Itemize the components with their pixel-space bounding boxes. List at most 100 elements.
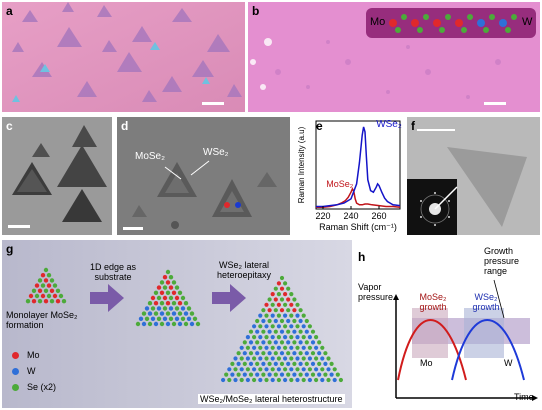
tem-image-f bbox=[407, 117, 540, 235]
se-atom bbox=[153, 311, 159, 316]
se-atom bbox=[261, 351, 266, 356]
se-atom bbox=[258, 367, 263, 372]
w-atom bbox=[295, 377, 300, 383]
se-atom bbox=[141, 311, 147, 316]
growth-schematic bbox=[2, 240, 352, 408]
se-atom bbox=[233, 367, 238, 372]
se-atom bbox=[264, 335, 269, 340]
w-atom bbox=[307, 335, 312, 340]
se-atom bbox=[144, 316, 150, 321]
se-atom bbox=[248, 372, 254, 377]
w-atom bbox=[267, 329, 272, 334]
w-atom bbox=[255, 372, 260, 377]
se-atom bbox=[286, 372, 291, 377]
legend: Mo W Se (x2) bbox=[12, 350, 56, 392]
panel-label-c: c bbox=[6, 119, 13, 133]
w-atom bbox=[298, 340, 303, 345]
se-atom bbox=[46, 293, 52, 299]
se-atom bbox=[267, 361, 272, 366]
final-label: WSe₂/MoSe₂ lateral heterostructure bbox=[198, 394, 345, 404]
se-atom bbox=[273, 286, 278, 291]
se-atom bbox=[295, 324, 300, 329]
se-atom bbox=[264, 356, 269, 361]
w-atom bbox=[295, 335, 300, 340]
se-atom bbox=[245, 367, 250, 372]
se-atom bbox=[283, 367, 288, 372]
se-atom bbox=[183, 321, 189, 327]
se-atom bbox=[135, 321, 141, 327]
se-atom bbox=[261, 308, 266, 313]
w-atom bbox=[141, 321, 147, 327]
w-atom bbox=[180, 306, 186, 311]
se-atom bbox=[186, 306, 192, 311]
se-atom bbox=[270, 302, 275, 307]
se-swatch bbox=[12, 383, 19, 391]
w-atom bbox=[326, 367, 331, 372]
se-atom bbox=[165, 290, 171, 295]
w-atom bbox=[267, 372, 272, 377]
se-atom bbox=[261, 329, 266, 334]
mo-atom bbox=[264, 302, 269, 307]
w-atom bbox=[286, 340, 291, 345]
mose2-growth-region bbox=[412, 308, 448, 358]
se-atom bbox=[286, 308, 291, 313]
mo-atom bbox=[276, 281, 281, 286]
se-atom bbox=[283, 302, 288, 307]
w-atom bbox=[270, 335, 275, 340]
w-atom bbox=[276, 345, 281, 350]
inset-label-w: W bbox=[522, 16, 533, 28]
mo-atom bbox=[156, 285, 162, 290]
w-atom bbox=[252, 345, 257, 350]
w-atom bbox=[283, 313, 288, 318]
se-atom bbox=[236, 372, 241, 377]
mo-atom bbox=[283, 292, 288, 297]
se-atom bbox=[267, 297, 272, 302]
mo-atom bbox=[276, 302, 281, 307]
w-atom bbox=[298, 361, 303, 366]
se-atom bbox=[258, 324, 263, 329]
mo-atom bbox=[34, 283, 40, 288]
se-atom bbox=[150, 306, 156, 311]
mo-atom bbox=[279, 286, 285, 291]
se-atom bbox=[180, 316, 186, 321]
se-atom bbox=[46, 273, 52, 278]
se-atom bbox=[159, 280, 165, 285]
w-atom bbox=[286, 361, 291, 366]
sem-image-c bbox=[2, 117, 112, 235]
se-atom bbox=[292, 340, 297, 345]
se-atom bbox=[307, 345, 312, 350]
w-atom bbox=[292, 372, 297, 377]
se-atom bbox=[276, 356, 281, 361]
w-atom bbox=[239, 345, 244, 350]
se-atom bbox=[239, 377, 244, 383]
se-atom bbox=[279, 275, 285, 281]
w-atom bbox=[320, 356, 325, 361]
w-atom bbox=[239, 367, 244, 372]
step1-label: Monolayer MoSe₂ formation bbox=[6, 310, 78, 330]
w-atom bbox=[252, 367, 257, 372]
panel-a: a bbox=[2, 2, 245, 112]
x-axis-label: Time bbox=[514, 392, 534, 402]
annotation-mose2: MoSe₂ bbox=[135, 151, 166, 162]
w-atom bbox=[295, 313, 300, 318]
se-atom bbox=[301, 313, 306, 318]
optical-image-b bbox=[248, 2, 540, 112]
se-atom bbox=[270, 367, 275, 372]
w-atom bbox=[270, 377, 275, 383]
panel-label-b: b bbox=[252, 4, 260, 18]
se-atom bbox=[37, 299, 43, 304]
mo-atom bbox=[279, 308, 285, 313]
w-atom bbox=[162, 316, 168, 321]
panel-c: c bbox=[2, 117, 112, 235]
se-atom bbox=[230, 361, 235, 366]
mo-atom bbox=[177, 301, 183, 306]
se-atom bbox=[329, 361, 334, 366]
mo-atom bbox=[270, 292, 275, 297]
se-atom bbox=[310, 351, 316, 356]
se-atom bbox=[289, 356, 294, 361]
se-atom bbox=[177, 290, 183, 295]
w-atom bbox=[314, 345, 319, 350]
panel-g: g Monolayer MoSe₂ formation 1D edge as s… bbox=[2, 240, 352, 408]
w-atom bbox=[221, 377, 226, 383]
se-atom bbox=[159, 301, 165, 306]
